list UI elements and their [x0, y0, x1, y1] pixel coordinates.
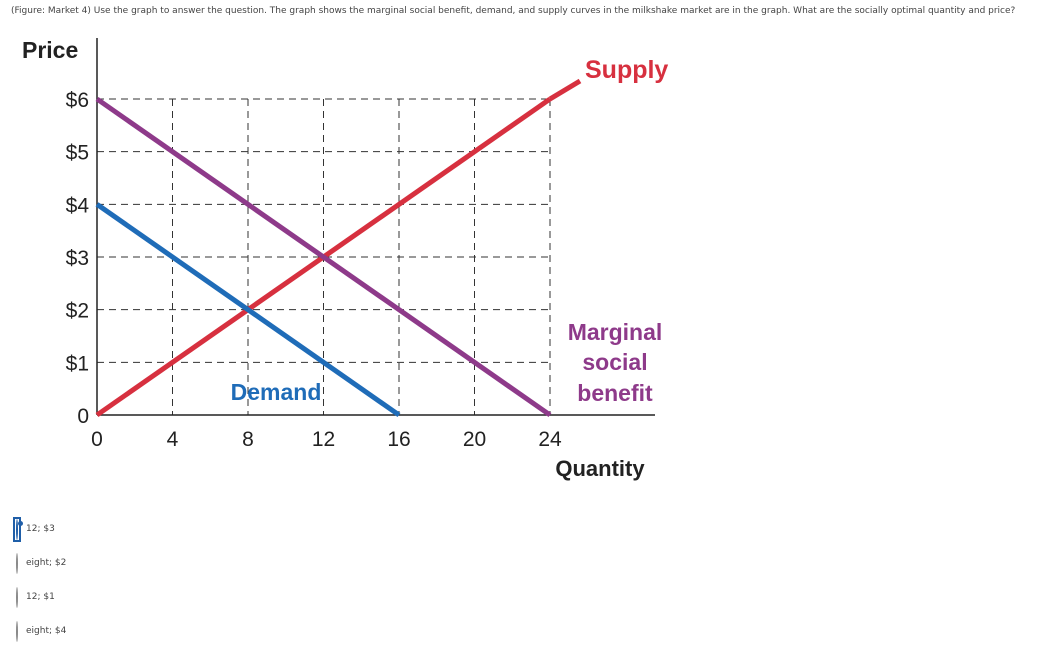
- answer-options: 12; $3 eight; $2 12; $1 eight; $4: [13, 512, 66, 648]
- supply-line-extension: [548, 78, 582, 102]
- radio-button[interactable]: [16, 586, 18, 608]
- y-tick-label: 0: [77, 405, 89, 428]
- radio-button[interactable]: [16, 620, 18, 642]
- x-axis-title: Quantity: [555, 456, 645, 481]
- x-tick-label: 0: [91, 428, 103, 451]
- y-tick-label: $1: [66, 352, 89, 375]
- x-tick-label: 24: [538, 428, 562, 451]
- answer-option-label: 12; $3: [26, 524, 55, 534]
- demand-label: Demand: [231, 379, 322, 405]
- radio-unselected-icon: [16, 552, 18, 574]
- msb-label-line2: social: [582, 349, 647, 375]
- x-tick-label: 16: [387, 428, 410, 451]
- msb-label-line1: Marginal: [568, 319, 663, 345]
- radio-button[interactable]: [16, 552, 18, 574]
- y-axis-title: Price: [22, 37, 78, 63]
- x-tick-label: 12: [312, 428, 335, 451]
- answer-option[interactable]: 12; $3: [13, 512, 66, 546]
- answer-option-label: eight; $4: [26, 626, 67, 636]
- answer-option-label: eight; $2: [26, 558, 67, 568]
- answer-option-label: 12; $1: [26, 592, 55, 602]
- x-tick-label: 20: [463, 428, 486, 451]
- y-tick-label: $6: [66, 89, 89, 112]
- y-tick-label: $5: [66, 142, 89, 165]
- y-tick-label: $3: [66, 247, 89, 270]
- chart-labels: 0 4 8 12 16 20 24 0 $1 $2 $3 $4 $5 $6 Price Quantity Sup…: [22, 37, 668, 481]
- msb-label-line3: benefit: [577, 380, 653, 406]
- demand-line: [95, 202, 401, 418]
- radio-selected-icon: [16, 518, 18, 540]
- supply-label: Supply: [585, 56, 668, 84]
- answer-option[interactable]: 12; $1: [16, 580, 66, 614]
- question-text: (Figure: Market 4) Use the graph to answ…: [11, 6, 1016, 16]
- radio-unselected-icon: [16, 620, 18, 642]
- answer-option[interactable]: eight; $2: [16, 546, 66, 580]
- y-tick-label: $4: [66, 194, 90, 217]
- chart-series: [95, 78, 582, 418]
- msb-line: [95, 96, 552, 418]
- radio-unselected-icon: [16, 586, 18, 608]
- answer-option[interactable]: eight; $4: [16, 614, 66, 648]
- radio-button[interactable]: [13, 516, 21, 542]
- y-tick-label: $2: [66, 300, 89, 323]
- x-tick-label: 4: [167, 428, 179, 451]
- market-chart: 0 4 8 12 16 20 24 0 $1 $2 $3 $4 $5 $6 Price Quantity Sup…: [22, 37, 668, 481]
- x-tick-label: 8: [242, 428, 254, 451]
